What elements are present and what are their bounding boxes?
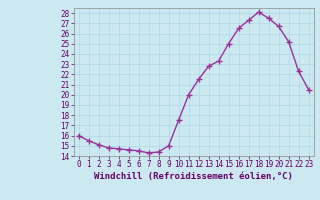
X-axis label: Windchill (Refroidissement éolien,°C): Windchill (Refroidissement éolien,°C) <box>94 172 293 181</box>
